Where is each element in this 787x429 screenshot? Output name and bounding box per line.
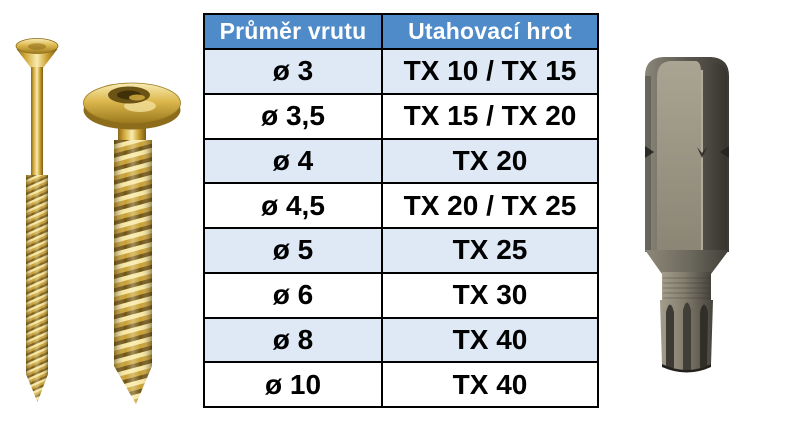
table-row: ø 3 TX 10 / TX 15: [203, 48, 599, 95]
header-row: Průměr vrutu Utahovací hrot: [203, 13, 599, 50]
diameter-cell: ø 3,5: [203, 92, 383, 140]
diameter-cell: ø 3: [203, 48, 383, 95]
table-row: ø 5 TX 25: [203, 227, 599, 274]
column-header-bit: Utahovací hrot: [381, 13, 599, 50]
table-row: ø 6 TX 30: [203, 271, 599, 319]
table-row: ø 3,5 TX 15 / TX 20: [203, 92, 599, 140]
table-row: ø 8 TX 40: [203, 316, 599, 364]
bit-cell: TX 10 / TX 15: [381, 48, 599, 95]
diameter-cell: ø 6: [203, 271, 383, 319]
countersunk-torx-screw: [15, 38, 59, 402]
table-row: ø 4 TX 20: [203, 137, 599, 185]
bit-cell: TX 40: [381, 361, 599, 408]
torx-bit-photo: [645, 57, 729, 373]
bit-cell: TX 20: [381, 137, 599, 185]
column-header-diameter: Průměr vrutu: [203, 13, 383, 50]
screws-photo: [15, 38, 181, 404]
bit-cell: TX 30: [381, 271, 599, 319]
bit-cell: TX 20 / TX 25: [381, 182, 599, 229]
bit-cell: TX 15 / TX 20: [381, 92, 599, 140]
diameter-cell: ø 8: [203, 316, 383, 364]
washer-head-torx-screw: [83, 82, 181, 404]
screw-bit-size-table: Průměr vrutu Utahovací hrot ø 3 TX 10 / …: [203, 13, 599, 408]
table-row: ø 10 TX 40: [203, 361, 599, 408]
torx-bit: [645, 57, 729, 373]
diameter-cell: ø 4,5: [203, 182, 383, 229]
diameter-cell: ø 5: [203, 227, 383, 274]
bit-cell: TX 40: [381, 316, 599, 364]
diameter-cell: ø 4: [203, 137, 383, 185]
diameter-cell: ø 10: [203, 361, 383, 408]
bit-cell: TX 25: [381, 227, 599, 274]
table-row: ø 4,5 TX 20 / TX 25: [203, 182, 599, 229]
